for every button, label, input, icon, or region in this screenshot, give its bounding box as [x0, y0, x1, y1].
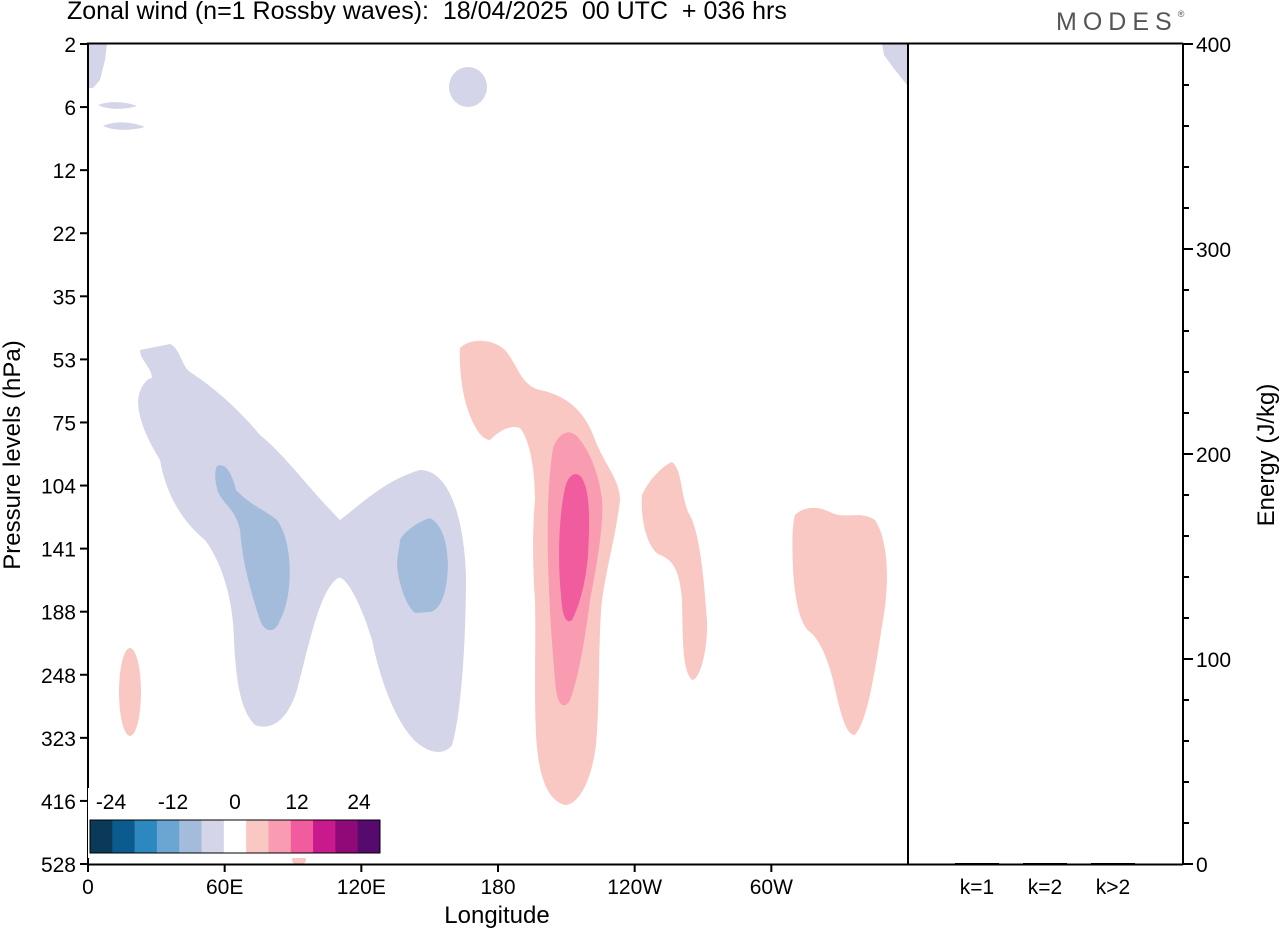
- x-axis-title: Longitude: [444, 902, 549, 929]
- registered-mark: ®: [1177, 8, 1185, 19]
- energy-tick-label: 100: [1196, 649, 1231, 672]
- colorbar-swatch: [335, 820, 359, 853]
- y-tick-label: 248: [41, 665, 76, 688]
- contour-neg-upper-right: [882, 44, 907, 85]
- y-axis-ticks: 2 6 12 22 35 53 75 104 141 188 248 323 416 528: [41, 34, 88, 877]
- colorbar-label: -24: [96, 791, 127, 814]
- energy-tick-label: 200: [1196, 444, 1231, 467]
- contour-fills: [88, 44, 907, 865]
- colorbar-label: 24: [347, 791, 371, 814]
- contour-neg-6hpa-b: [103, 122, 145, 130]
- energy-bar: [1091, 863, 1135, 864]
- x-tick-label: 120W: [607, 876, 662, 899]
- energy-axis-ticks: 0 100 200 300 400: [1183, 34, 1231, 877]
- x-axis-ticks: 0 60E 120E 180 120W 60W: [82, 864, 793, 899]
- energy-tick-label: 400: [1196, 34, 1231, 57]
- chart-title: Zonal wind (n=1 Rossby waves): 18/04/202…: [67, 0, 787, 25]
- contour-pos-max-155w: [559, 474, 590, 622]
- energy-bar: [1023, 863, 1067, 864]
- colorbar-swatch: [156, 820, 180, 853]
- y-tick-label: 6: [64, 97, 76, 120]
- y-tick-label: 323: [41, 728, 76, 751]
- contour-neg-170e-blob: [449, 67, 487, 107]
- contour-neg-core-150e: [397, 518, 448, 613]
- y-tick-label: 141: [41, 539, 76, 562]
- contour-neg-main: [138, 344, 466, 752]
- colorbar-swatch: [313, 820, 336, 853]
- energy-bars: k=1 k=2 k>2: [955, 863, 1135, 899]
- y-axis-title: Pressure levels (hPa): [0, 340, 26, 569]
- x-tick-label: 120E: [337, 876, 386, 899]
- energy-category-label: k>2: [1096, 876, 1130, 899]
- colorbar-swatch: [357, 820, 381, 853]
- y-tick-label: 188: [41, 602, 76, 625]
- y-tick-label: 104: [41, 476, 76, 499]
- y-tick-label: 35: [53, 286, 76, 309]
- x-tick-label: 0: [82, 876, 94, 899]
- energy-axis-title: Energy (J/kg): [1253, 384, 1280, 527]
- colorbar-swatch: [290, 820, 314, 853]
- colorbar-swatch: [134, 820, 158, 853]
- colorbar-swatch: [246, 820, 269, 853]
- energy-bar: [955, 863, 999, 864]
- colorbar-border: [89, 819, 381, 854]
- colorbar: -24 -12 0 12 24: [88, 788, 382, 858]
- y-tick-label: 416: [41, 791, 76, 814]
- contour-pos-105w: [641, 462, 708, 680]
- x-tick-label: 60W: [750, 876, 793, 899]
- colorbar-swatch: [90, 820, 113, 853]
- modes-logo: MODES®: [1056, 8, 1184, 37]
- colorbar-swatch: [223, 820, 247, 853]
- colorbar-label: 12: [285, 791, 308, 814]
- energy-category-label: k=1: [960, 876, 994, 899]
- colorbar-swatch: [179, 820, 203, 853]
- contour-pos-main: [459, 340, 620, 805]
- y-tick-label: 12: [53, 160, 76, 183]
- colorbar-label: 0: [229, 791, 241, 814]
- contour-pos-15e: [119, 648, 141, 736]
- y-tick-label: 75: [53, 412, 76, 435]
- x-tick-label: 60E: [206, 876, 243, 899]
- y-tick-label: 22: [53, 223, 76, 246]
- contour-neg-upper-left: [88, 44, 107, 88]
- energy-category-label: k=2: [1028, 876, 1062, 899]
- colorbar-swatch: [112, 820, 136, 853]
- y-tick-label: 2: [64, 34, 76, 57]
- colorbar-label: -12: [158, 791, 188, 814]
- y-tick-label: 528: [41, 854, 76, 877]
- contour-pos-40w: [792, 507, 887, 735]
- x-tick-label: 180: [480, 876, 515, 899]
- modes-logo-text: MODES: [1056, 8, 1178, 36]
- contour-neg-6hpa-a: [98, 102, 137, 109]
- y-tick-label: 53: [53, 349, 76, 372]
- energy-tick-label: 0: [1196, 854, 1208, 877]
- colorbar-swatch: [201, 820, 225, 853]
- colorbar-swatch: [268, 820, 292, 853]
- contour-neg-core-70e: [215, 465, 290, 631]
- energy-tick-label: 300: [1196, 239, 1231, 262]
